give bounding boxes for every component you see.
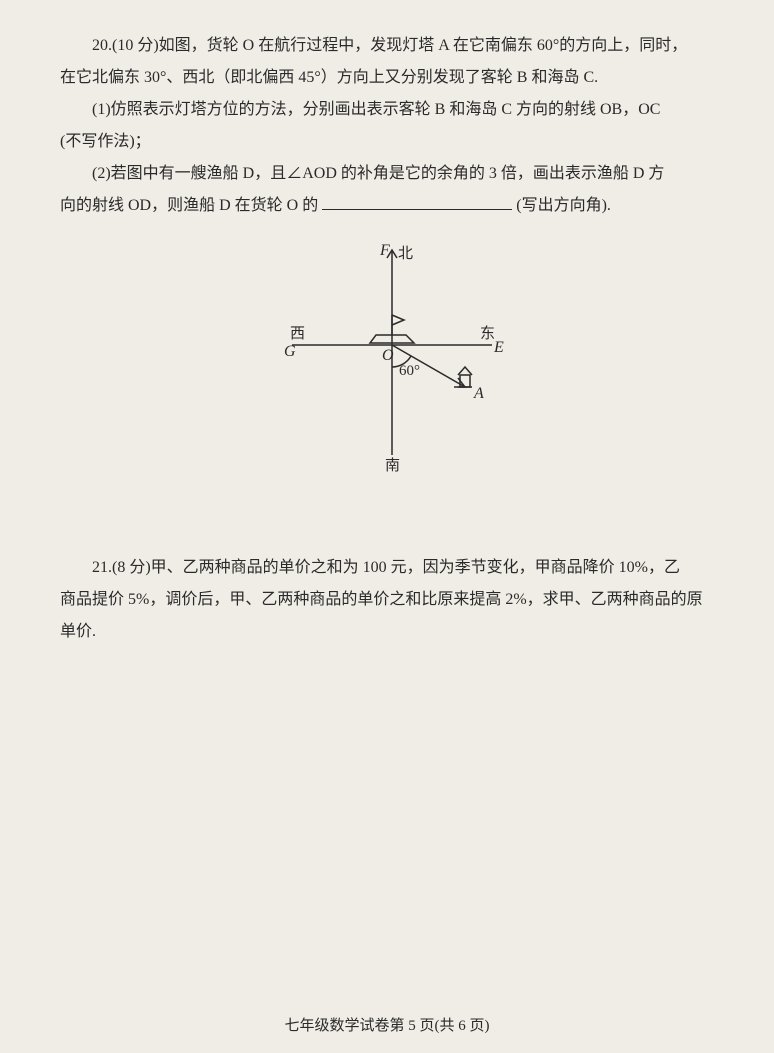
q20-line5b: 向的射线 OD，则渔船 D 在货轮 O 的 xyxy=(60,197,322,214)
label-e: E xyxy=(493,339,504,356)
q20-line3: (1)仿照表示灯塔方位的方法，分别画出表示客轮 B 和海岛 C 方向的射线 OB… xyxy=(60,94,724,126)
answer-blank xyxy=(322,191,512,210)
q21-line2: 商品提价 5%，调价后，甲、乙两种商品的单价之和比原来提高 2%，求甲、乙两种商… xyxy=(60,584,724,616)
label-o: O xyxy=(382,347,394,364)
q20-line2: 在它北偏东 30°、西北（即北偏西 45°）方向上又分别发现了客轮 B 和海岛 … xyxy=(60,62,724,94)
label-g: G xyxy=(284,343,296,360)
q20-line4: (不写作法)； xyxy=(60,126,724,158)
compass-diagram: F 北 西 G 东 E O 60° A 南 xyxy=(60,230,724,492)
label-f: F xyxy=(379,242,390,259)
diagram-svg: F 北 西 G 东 E O 60° A 南 xyxy=(262,230,522,480)
q20-line5b-wrap: 向的射线 OD，则渔船 D 在货轮 O 的 (写出方向角). xyxy=(60,190,724,222)
lighthouse-icon xyxy=(458,367,472,387)
q20-line5c: (写出方向角). xyxy=(516,197,611,214)
q21-line3: 单价. xyxy=(60,616,724,648)
label-a: A xyxy=(473,385,484,402)
label-east: 东 xyxy=(480,325,495,342)
label-south: 南 xyxy=(385,457,400,474)
label-west: 西 xyxy=(290,326,305,342)
page-footer: 七年级数学试卷第 5 页(共 6 页) xyxy=(0,1014,774,1035)
label-north: 北 xyxy=(398,245,413,262)
q20-line1: 20.(10 分)如图，货轮 O 在航行过程中，发现灯塔 A 在它南偏东 60°… xyxy=(60,30,724,62)
label-angle: 60° xyxy=(399,363,420,379)
q21-line1: 21.(8 分)甲、乙两种商品的单价之和为 100 元，因为季节变化，甲商品降价… xyxy=(60,552,724,584)
q20-line5a: (2)若图中有一艘渔船 D，且∠AOD 的补角是它的余角的 3 倍，画出表示渔船… xyxy=(60,158,724,190)
